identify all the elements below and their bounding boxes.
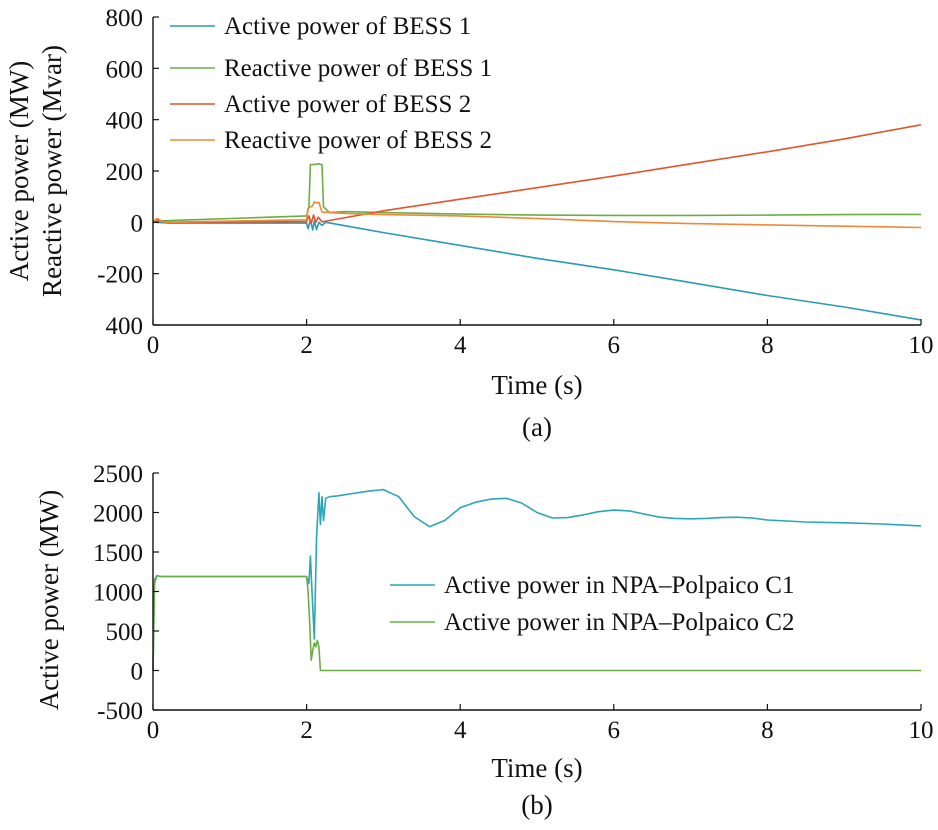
chart-a-legend: Active power of BESS 1 Reactive power of…	[170, 13, 492, 154]
x-tick-label-b: 6	[608, 717, 621, 744]
series-line-a-0	[153, 219, 922, 321]
y-tick-label-a: 200	[106, 159, 144, 186]
y-tick-label-a: 400	[106, 313, 144, 340]
chart-b-ylabel: Active power (MW)	[34, 490, 64, 710]
x-tick-label-a: 8	[761, 332, 774, 359]
series-line-a-1	[152, 163, 922, 224]
legend-a-label-0: Active power of BESS 1	[224, 13, 471, 40]
legend-a-label-1: Reactive power of BESS 1	[224, 55, 492, 82]
series-line-a-3	[152, 201, 922, 229]
chart-a-xlabel: Time (s)	[491, 370, 582, 400]
y-tick-label-b: 1000	[93, 580, 143, 607]
x-tick-label-a: 2	[300, 332, 313, 359]
y-tick-label-b: 500	[106, 619, 144, 646]
series-line-b-1	[152, 574, 921, 672]
chart-a-ticks: 0 2 4 6 8 10 400 -200 0 200 400 600 800	[97, 5, 933, 359]
legend-a-label-3: Reactive power of BESS 2	[224, 127, 492, 154]
x-tick-label-b: 8	[761, 717, 774, 744]
legend-b-label-1: Active power in NPA–Polpaico C2	[444, 609, 794, 636]
chart-b-plot	[152, 488, 922, 672]
chart-a: 0 2 4 6 8 10 400 -200 0 200 400 600 800 Active power…	[4, 5, 934, 442]
y-tick-label-a: -200	[97, 262, 143, 289]
chart-a-panel-label: (a)	[522, 412, 552, 442]
x-tick-label-b: 10	[909, 717, 934, 744]
y-tick-label-b: 0	[131, 659, 144, 686]
x-tick-label-a: 10	[909, 332, 934, 359]
y-tick-label-a: 0	[131, 210, 144, 237]
x-tick-label-a: 4	[454, 332, 467, 359]
chart-a-plot	[152, 124, 922, 321]
chart-a-ylabel-line-2: Reactive power (Mvar)	[37, 45, 67, 297]
chart-b-xlabel: Time (s)	[491, 753, 582, 783]
chart-b-panel-label: (b)	[521, 790, 552, 820]
chart-b-legend: Active power in NPA–Polpaico C1 Active p…	[390, 572, 794, 636]
y-tick-label-a: 400	[106, 108, 144, 135]
chart-a-ylabel-line-1: Active power (MW)	[4, 61, 34, 281]
x-tick-label-b: 0	[147, 717, 160, 744]
y-tick-label-b: 2500	[93, 461, 143, 488]
x-tick-label-a: 0	[147, 332, 160, 359]
y-tick-label-b: -500	[97, 698, 143, 725]
legend-b-label-0: Active power in NPA–Polpaico C1	[444, 572, 794, 599]
y-tick-label-b: 2000	[93, 501, 143, 528]
x-tick-label-a: 6	[608, 332, 621, 359]
y-tick-label-a: 800	[106, 5, 144, 32]
x-tick-label-b: 4	[454, 717, 467, 744]
series-line-b-0	[152, 488, 922, 671]
y-tick-label-b: 1500	[93, 540, 143, 567]
y-tick-label-a: 600	[106, 56, 144, 83]
series-line-a-2	[152, 124, 922, 225]
x-tick-label-b: 2	[300, 717, 313, 744]
legend-a-label-2: Active power of BESS 2	[224, 91, 471, 118]
